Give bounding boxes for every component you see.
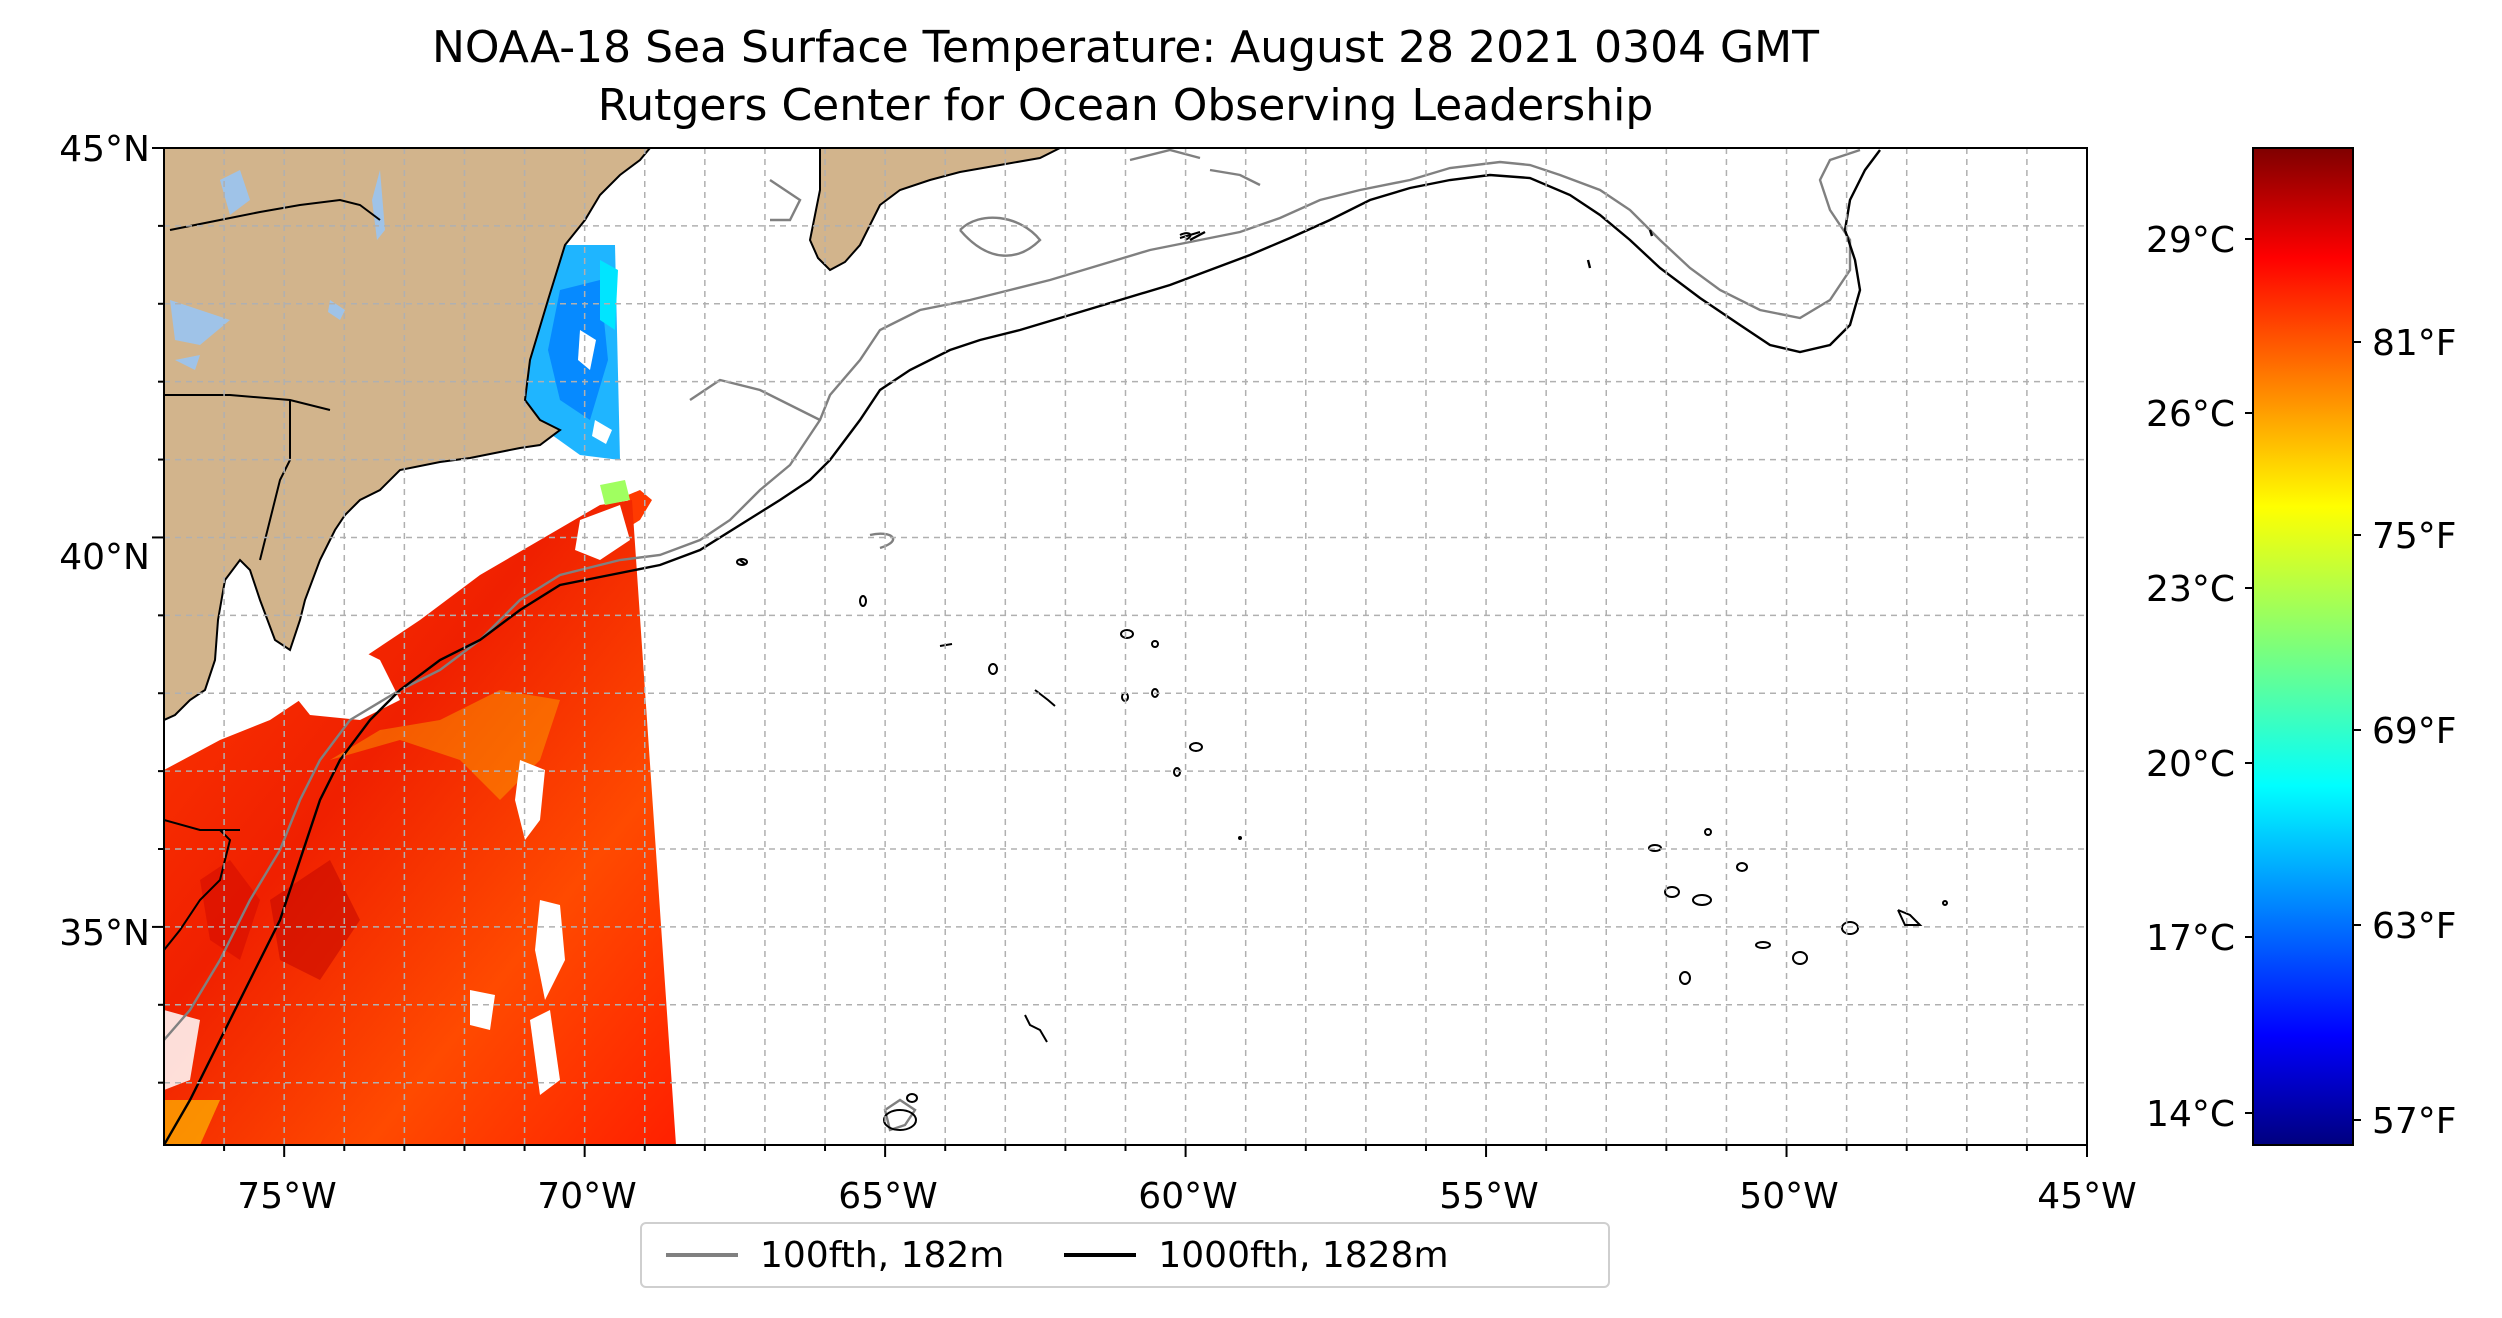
colorbar-f-69: 69°F — [2372, 711, 2457, 752]
legend-label-100fth: 100fth, 182m — [760, 1234, 1005, 1276]
axis-ticks — [152, 147, 2088, 1157]
lat-tick-40n: 40°N — [59, 537, 150, 578]
colorbar-c-17: 17°C — [2146, 918, 2235, 959]
lon-tick-55w: 55°W — [1439, 1176, 1538, 1217]
lat-tick-45n: 45°N — [59, 129, 150, 170]
lat-tick-labels: 45°N 40°N 35°N — [59, 129, 150, 954]
lon-tick-65w: 65°W — [838, 1176, 937, 1217]
legend-swatch-1000fth — [1064, 1253, 1137, 1257]
contour-100fth — [164, 148, 1861, 1132]
lon-tick-60w: 60°W — [1138, 1176, 1237, 1217]
land — [164, 148, 1061, 722]
lon-tick-70w: 70°W — [537, 1176, 636, 1217]
colorbar-c-20: 20°C — [2146, 744, 2235, 785]
lat-tick-35n: 35°N — [59, 913, 150, 954]
coastline — [164, 198, 1201, 951]
colorbar-c-14: 14°C — [2146, 1094, 2235, 1135]
legend-label-1000fth: 1000fth, 1828m — [1158, 1234, 1449, 1276]
legend-item-100fth: 100fth, 182m — [666, 1235, 1004, 1276]
colorbar-f-63: 63°F — [2372, 906, 2457, 947]
contour-legend: 100fth, 182m 1000fth, 1828m — [640, 1222, 1610, 1288]
colorbar-celsius-ticks — [2245, 238, 2253, 1114]
colorbar-gradient — [2252, 147, 2354, 1146]
colorbar-c-29: 29°C — [2146, 220, 2235, 261]
colorbar: 29°C 26°C 23°C 20°C 17°C 14°C 81°F 75°F … — [2146, 147, 2457, 1146]
lon-tick-50w: 50°W — [1739, 1176, 1838, 1217]
seamounts — [736, 558, 1948, 1131]
legend-item-1000fth: 1000fth, 1828m — [1064, 1234, 1449, 1276]
legend-swatch-100fth — [666, 1253, 738, 1257]
colorbar-c-26: 26°C — [2146, 394, 2235, 435]
contour-1000fth — [164, 149, 1881, 1145]
map-subtitle: Rutgers Center for Ocean Observing Leade… — [597, 80, 1654, 131]
colorbar-c-23: 23°C — [2146, 569, 2235, 610]
lon-tick-75w: 75°W — [237, 1176, 336, 1217]
colorbar-f-75: 75°F — [2372, 516, 2457, 557]
colorbar-f-57: 57°F — [2372, 1101, 2457, 1142]
grid-lines — [164, 148, 2087, 1145]
lakes — [170, 170, 385, 370]
colorbar-fahrenheit-ticks — [2353, 341, 2361, 1121]
lon-tick-labels: 75°W 70°W 65°W 60°W 55°W 50°W 45°W — [237, 1176, 2136, 1217]
colorbar-f-81: 81°F — [2372, 323, 2457, 364]
map-title: NOAA-18 Sea Surface Temperature: August … — [432, 22, 1819, 73]
lon-tick-45w: 45°W — [2037, 1176, 2136, 1217]
